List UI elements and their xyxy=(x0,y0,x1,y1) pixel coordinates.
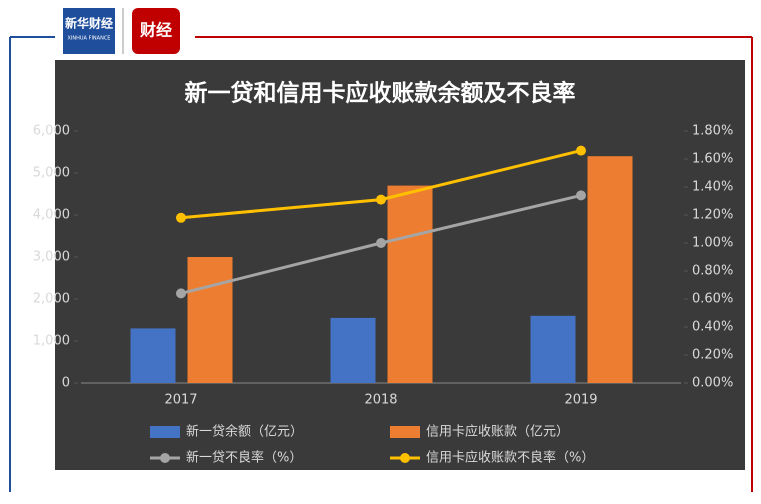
bar xyxy=(187,257,233,383)
chart-title: 新一贷和信用卡应收账款余额及不良率 xyxy=(185,80,576,107)
y-tick-label: 5,000 xyxy=(33,166,70,181)
legend-swatch xyxy=(150,426,180,438)
logo-text: 财经 xyxy=(139,21,172,40)
y-tick-label: 2,000 xyxy=(33,292,70,307)
y2-tick-label: 1.80% xyxy=(692,124,733,139)
x-tick-label: 2019 xyxy=(564,393,597,408)
legend-label: 新一贷余额（亿元） xyxy=(186,424,303,440)
point xyxy=(376,194,386,205)
y-tick-label: 1,000 xyxy=(33,334,70,349)
legend-label: 信用卡应收账款（亿元） xyxy=(426,424,569,440)
y-tick-label: 3,000 xyxy=(33,250,70,265)
bar xyxy=(587,156,633,383)
bar xyxy=(387,185,433,383)
logo xyxy=(132,8,180,54)
y2-tick-label: 0.00% xyxy=(692,376,733,391)
point xyxy=(176,212,186,223)
y2-tick-label: 1.60% xyxy=(692,152,733,167)
x-tick-label: 2018 xyxy=(364,393,397,408)
y-tick-label: 6,000 xyxy=(33,124,70,139)
y-tick-label: 4,000 xyxy=(33,208,70,223)
bar xyxy=(330,317,376,383)
y2-tick-label: 0.80% xyxy=(692,264,733,279)
bar xyxy=(130,328,176,383)
bar xyxy=(530,315,576,383)
y2-tick-label: 0.60% xyxy=(692,292,733,307)
y2-tick-label: 1.40% xyxy=(692,180,733,195)
logo-sub: XINHUA FINANCE xyxy=(68,36,111,42)
logo-text: 新华财经 xyxy=(65,16,113,31)
legend-swatch xyxy=(400,453,410,463)
y2-tick-label: 1.00% xyxy=(692,236,733,251)
y2-tick-label: 0.20% xyxy=(692,348,733,363)
legend-label: 信用卡应收账款不良率（%） xyxy=(426,450,594,466)
point xyxy=(176,288,186,299)
logo xyxy=(63,8,115,54)
legend-label: 新一贷不良率（%） xyxy=(186,450,302,466)
point xyxy=(376,238,386,248)
x-tick-label: 2017 xyxy=(164,393,197,408)
legend-swatch xyxy=(160,453,170,463)
y-tick-label: 0 xyxy=(62,376,70,391)
legend-swatch xyxy=(390,426,420,438)
point xyxy=(576,190,586,201)
y2-tick-label: 1.20% xyxy=(692,208,733,223)
point xyxy=(576,145,586,156)
y2-tick-label: 0.40% xyxy=(692,320,733,335)
